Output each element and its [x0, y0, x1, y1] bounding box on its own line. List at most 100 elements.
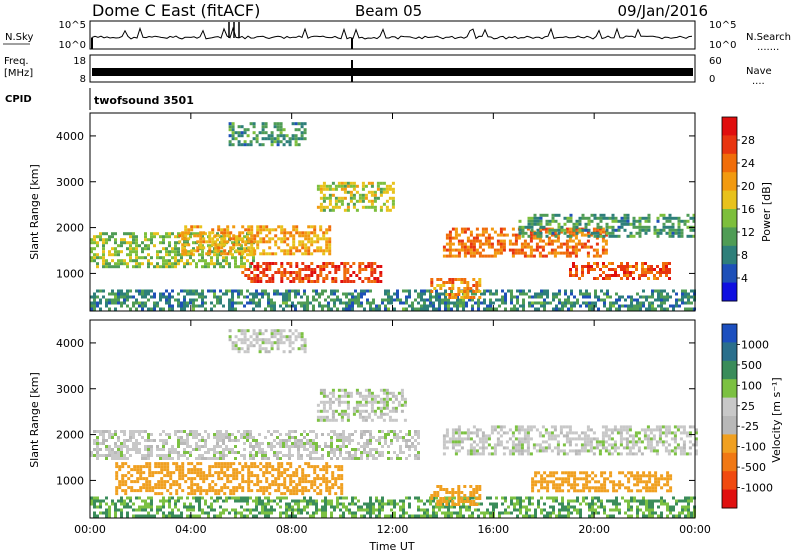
data-cell — [249, 122, 253, 126]
data-cell — [274, 489, 278, 493]
data-cell — [120, 262, 123, 266]
data-cell — [283, 271, 287, 274]
data-cell — [390, 514, 393, 518]
data-cell — [605, 216, 609, 220]
data-cell — [150, 448, 153, 451]
data-cell — [250, 471, 254, 475]
data-cell — [156, 454, 159, 457]
data-cell — [220, 240, 224, 244]
data-cell — [130, 489, 134, 493]
data-cell — [343, 412, 347, 416]
data-cell — [529, 452, 533, 456]
data-cell — [249, 430, 252, 433]
data-cell — [340, 468, 344, 472]
data-cell — [96, 301, 99, 305]
data-cell — [183, 265, 186, 269]
data-cell — [606, 289, 609, 293]
data-cell — [285, 454, 288, 457]
data-cell — [331, 181, 335, 185]
data-cell — [310, 486, 314, 490]
data-cell — [454, 431, 458, 435]
data-cell — [530, 225, 534, 229]
data-cell — [243, 514, 246, 518]
data-cell — [325, 196, 329, 200]
data-cell — [501, 301, 504, 305]
data-cell — [678, 514, 681, 518]
data-cell — [168, 433, 171, 436]
data-cell — [472, 242, 476, 246]
data-cell — [105, 439, 108, 442]
data-cell — [633, 307, 636, 311]
data-cell — [108, 451, 111, 454]
data-cell — [496, 443, 500, 447]
data-cell — [391, 418, 395, 422]
data-cell — [393, 436, 396, 439]
data-cell — [130, 474, 134, 478]
data-cell — [309, 442, 312, 445]
data-cell — [189, 256, 192, 260]
data-cell — [202, 237, 206, 241]
data-cell — [580, 437, 584, 441]
data-cell — [189, 289, 192, 293]
data-cell — [267, 442, 270, 445]
data-cell — [138, 448, 141, 451]
data-cell — [321, 499, 324, 503]
data-cell — [238, 471, 242, 475]
data-cell — [219, 511, 222, 515]
data-cell — [379, 415, 383, 419]
power-xticks — [89, 113, 696, 311]
data-cell — [126, 457, 129, 460]
data-cell — [414, 454, 417, 457]
data-cell — [630, 307, 633, 311]
data-cell — [343, 277, 347, 280]
data-cell — [174, 259, 177, 263]
data-cell — [636, 298, 639, 302]
data-cell — [162, 256, 165, 260]
data-cell — [195, 430, 198, 433]
data-cell — [265, 225, 269, 229]
data-cell — [111, 436, 114, 439]
data-cell — [477, 298, 480, 302]
data-cell — [432, 307, 435, 311]
data-cell — [514, 449, 518, 453]
data-cell — [135, 247, 138, 251]
data-cell — [530, 216, 534, 220]
data-cell — [499, 440, 503, 444]
data-cell — [364, 400, 368, 404]
data-cell — [117, 445, 120, 448]
data-cell — [334, 418, 338, 422]
data-cell — [390, 499, 393, 503]
data-cell — [306, 295, 309, 299]
data-cell — [595, 242, 599, 246]
data-cell — [117, 244, 120, 248]
data-cell — [292, 471, 296, 475]
data-cell — [304, 274, 308, 277]
data-cell — [568, 431, 572, 435]
data-cell — [400, 388, 404, 392]
data-cell — [265, 486, 269, 490]
data-cell — [364, 184, 368, 188]
data-cell — [617, 234, 621, 238]
data-cell — [178, 468, 182, 472]
data-cell — [651, 289, 654, 293]
data-cell — [337, 181, 341, 185]
data-cell — [231, 134, 235, 138]
data-cell — [364, 277, 368, 280]
data-cell — [243, 442, 246, 445]
data-cell — [369, 439, 372, 442]
data-cell — [138, 508, 141, 512]
data-cell — [168, 457, 171, 460]
data-cell — [656, 271, 659, 274]
data-cell — [159, 250, 162, 254]
data-cell — [195, 232, 198, 236]
data-cell — [579, 502, 582, 506]
data-cell — [261, 122, 265, 126]
data-cell — [581, 213, 585, 217]
data-cell — [511, 452, 515, 456]
data-cell — [662, 268, 665, 271]
data-cell — [234, 439, 237, 442]
data-cell — [93, 256, 96, 260]
data-cell — [385, 199, 389, 203]
data-cell — [623, 268, 626, 271]
data-cell — [231, 131, 235, 135]
